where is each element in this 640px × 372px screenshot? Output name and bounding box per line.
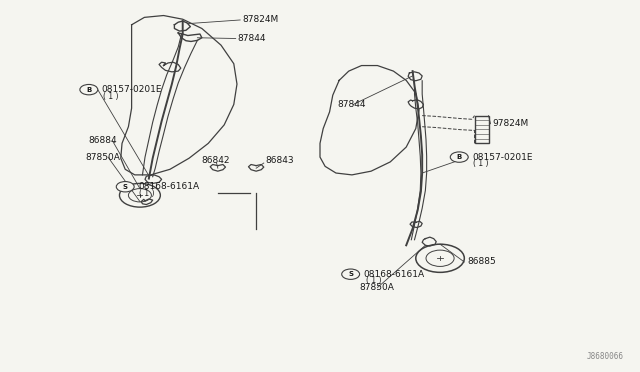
Circle shape	[120, 183, 161, 207]
Circle shape	[342, 269, 360, 279]
Text: 87844: 87844	[337, 100, 365, 109]
Text: S: S	[123, 184, 128, 190]
Text: 08168-6161A: 08168-6161A	[364, 270, 424, 279]
Text: 87850A: 87850A	[360, 283, 394, 292]
Text: ( 1 ): ( 1 )	[473, 159, 489, 168]
Text: 87824M: 87824M	[242, 16, 278, 25]
Text: 86884: 86884	[89, 136, 118, 145]
Circle shape	[116, 182, 134, 192]
Text: 86843: 86843	[266, 156, 294, 165]
Text: B: B	[456, 154, 462, 160]
Text: 86885: 86885	[467, 257, 495, 266]
Circle shape	[80, 84, 98, 95]
Text: 87850A: 87850A	[85, 153, 120, 161]
Bar	[474, 116, 488, 143]
Circle shape	[129, 189, 152, 202]
Text: 86842: 86842	[202, 156, 230, 165]
Text: 08168-6161A: 08168-6161A	[138, 182, 199, 191]
Circle shape	[426, 250, 454, 266]
Circle shape	[416, 244, 465, 272]
Text: 08157-0201E: 08157-0201E	[102, 85, 162, 94]
Text: S: S	[348, 271, 353, 277]
Circle shape	[451, 152, 468, 162]
Text: ( 1 ): ( 1 )	[140, 189, 155, 198]
Text: 87844: 87844	[237, 34, 266, 43]
Text: ( 1 ): ( 1 )	[366, 276, 381, 285]
Text: ( 1 ): ( 1 )	[103, 92, 118, 101]
Text: 97824M: 97824M	[492, 119, 529, 128]
Text: B: B	[86, 87, 92, 93]
Text: J8680066: J8680066	[586, 352, 623, 361]
Text: 08157-0201E: 08157-0201E	[472, 153, 532, 161]
